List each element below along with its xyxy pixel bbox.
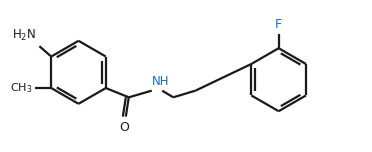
Text: O: O bbox=[119, 121, 129, 134]
Text: CH$_3$: CH$_3$ bbox=[10, 81, 33, 95]
Text: NH: NH bbox=[152, 75, 169, 88]
Text: H$_2$N: H$_2$N bbox=[12, 28, 36, 43]
Text: F: F bbox=[275, 18, 282, 31]
